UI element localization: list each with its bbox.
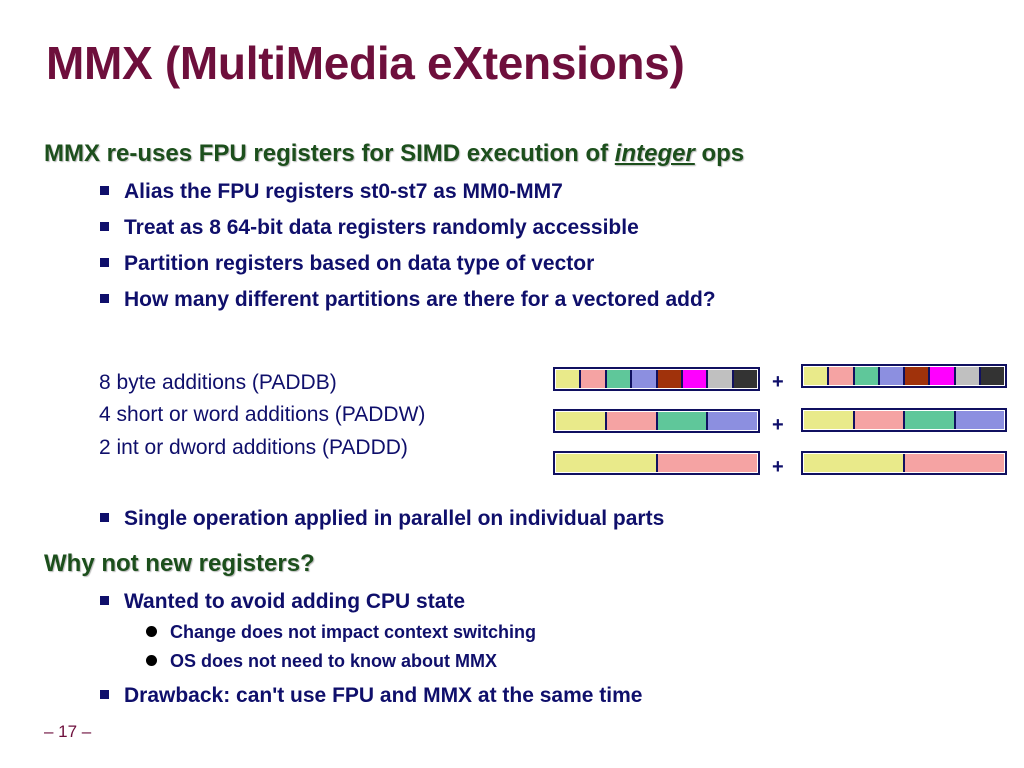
bullet-item: Single operation applied in parallel on … — [100, 507, 664, 531]
bullet-text: Treat as 8 64-bit data registers randoml… — [124, 216, 639, 239]
bullet-text: Wanted to avoid adding CPU state — [124, 590, 466, 613]
square-bullet-icon — [100, 294, 109, 303]
bullet-item: Drawback: can't use FPU and MMX at the s… — [100, 684, 642, 708]
heading-mmx-reuse-prefix: MMX re-uses FPU registers for SIMD execu… — [44, 140, 615, 167]
square-bullet-icon — [100, 186, 109, 195]
register-partition-cell — [657, 412, 707, 430]
sub-bullet-item: Change does not impact context switching — [146, 622, 536, 643]
partition-label-paddw: 4 short or word additions (PADDW) — [99, 403, 426, 426]
bullet-item: Treat as 8 64-bit data registers randoml… — [100, 216, 639, 240]
bullet-text: Single operation applied in parallel on … — [124, 507, 665, 530]
register-partition-cell — [733, 370, 757, 388]
bullet-item: Partition registers based on data type o… — [100, 252, 594, 276]
sub-bullet-item: OS does not need to know about MMX — [146, 651, 497, 672]
heading-why-not-new-registers: Why not new registers? — [44, 550, 315, 577]
partition-label-paddb: 8 byte additions (PADDB) — [99, 371, 337, 394]
bullet-text: How many different partitions are there … — [124, 288, 716, 311]
bullet-item: How many different partitions are there … — [100, 288, 716, 312]
bullet-item: Alias the FPU registers st0-st7 as MM0-M… — [100, 180, 563, 204]
bullet-text: Alias the FPU registers st0-st7 as MM0-M… — [124, 180, 563, 203]
sub-bullet-text: Change does not impact context switching — [170, 622, 537, 642]
register-partition-cell — [980, 367, 1004, 385]
register-partition-cell — [905, 411, 954, 429]
slide-title: MMX (MultiMedia eXtensions) — [46, 37, 685, 89]
plus-operator: + — [772, 456, 784, 478]
register-partition-cell — [905, 454, 1004, 472]
register-partition-cell — [854, 367, 878, 385]
register-partition-cell — [930, 367, 954, 385]
register-partition-cell — [905, 367, 929, 385]
register-partition-cell — [657, 454, 757, 472]
round-bullet-icon — [146, 655, 157, 666]
register-paddw-right — [801, 408, 1007, 432]
register-partition-cell — [879, 367, 903, 385]
square-bullet-icon — [100, 258, 109, 267]
page-number: – 17 – — [44, 722, 92, 741]
round-bullet-icon — [146, 626, 157, 637]
register-paddd-left — [553, 451, 760, 475]
bullet-item: Wanted to avoid adding CPU state — [100, 590, 465, 614]
partition-label-paddd: 2 int or dword additions (PADDD) — [99, 436, 408, 459]
register-partition-cell — [708, 370, 732, 388]
register-partition-cell — [708, 412, 757, 430]
register-partition-cell — [581, 370, 605, 388]
register-partition-cell — [632, 370, 656, 388]
register-partition-cell — [955, 367, 979, 385]
heading-mmx-reuse-suffix: ops — [694, 140, 745, 167]
bullet-text: Partition registers based on data type o… — [124, 252, 595, 275]
register-paddb-left — [553, 367, 760, 391]
square-bullet-icon — [100, 513, 109, 522]
register-partition-cell — [804, 454, 903, 472]
register-partition-cell — [606, 412, 656, 430]
heading-mmx-reuse-emphasis: integer — [614, 140, 695, 167]
register-partition-cell — [682, 370, 707, 388]
register-partition-cell — [657, 370, 681, 388]
register-partition-cell — [556, 370, 580, 388]
heading-mmx-reuse: MMX re-uses FPU registers for SIMD execu… — [44, 140, 744, 168]
register-partition-cell — [556, 454, 656, 472]
register-partition-cell — [829, 367, 853, 385]
register-partition-cell — [955, 411, 1004, 429]
register-paddw-left — [553, 409, 760, 433]
plus-operator: + — [772, 414, 784, 436]
square-bullet-icon — [100, 222, 109, 231]
sub-bullet-text: OS does not need to know about MMX — [170, 651, 497, 671]
register-partition-cell — [804, 367, 828, 385]
register-partition-cell — [804, 411, 853, 429]
bullet-text: Drawback: can't use FPU and MMX at the s… — [124, 684, 643, 707]
square-bullet-icon — [100, 690, 109, 699]
register-partition-cell — [556, 412, 605, 430]
register-partition-cell — [854, 411, 903, 429]
register-partition-cell — [606, 370, 631, 388]
register-paddd-right — [801, 451, 1007, 475]
plus-operator: + — [772, 371, 784, 393]
register-paddb-right — [801, 364, 1007, 388]
square-bullet-icon — [100, 596, 109, 605]
